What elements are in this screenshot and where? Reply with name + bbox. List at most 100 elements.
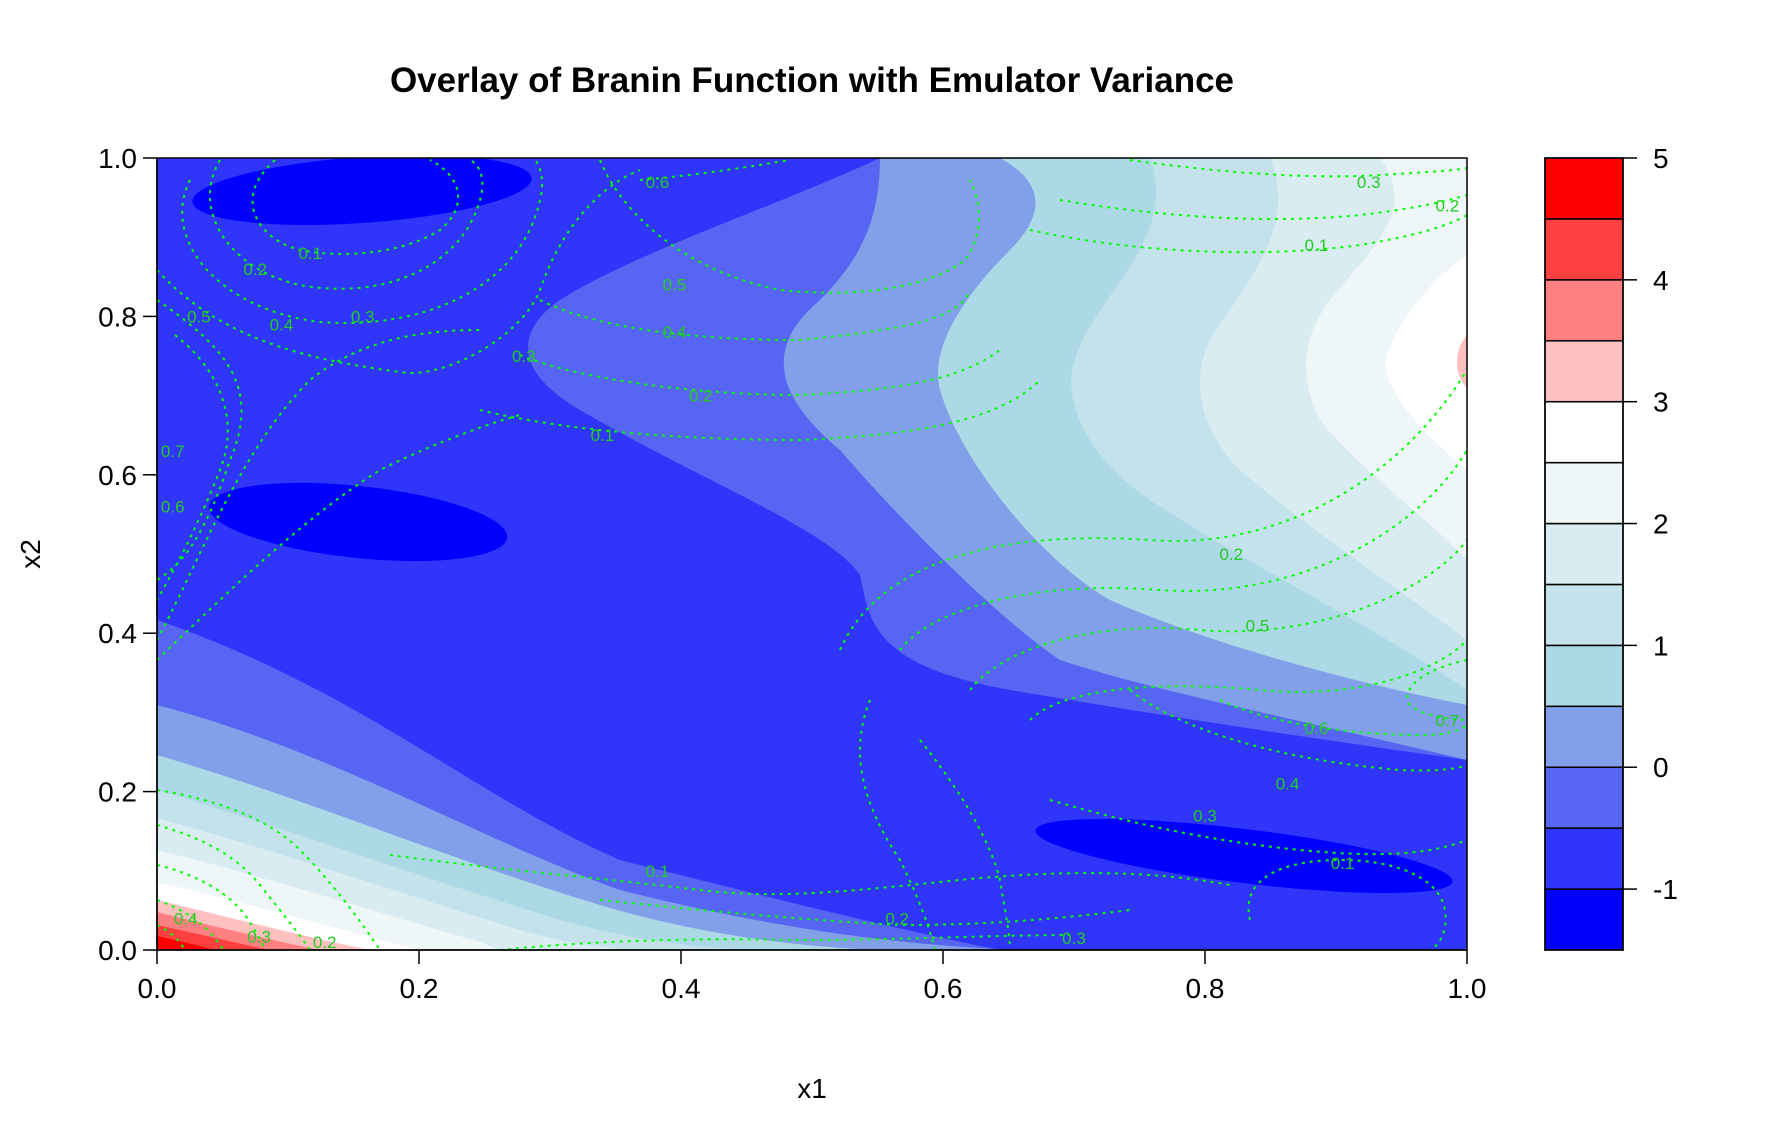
contour-label: 0.1: [646, 862, 670, 881]
contour-label: 0.5: [663, 276, 687, 295]
legend-swatch: [1544, 888, 1624, 951]
contour-label: 0.3: [512, 347, 536, 366]
contour-label: 0.6: [646, 173, 670, 192]
legend-tick-label: 5: [1653, 143, 1669, 174]
legend-tick-label: -1: [1653, 874, 1678, 905]
legend-swatch: [1544, 461, 1624, 525]
contour-label: 0.3: [1357, 173, 1381, 192]
contour-label: 0.1: [591, 426, 615, 445]
contour-label: 0.7: [1436, 711, 1460, 730]
contour-label: 0.1: [298, 244, 322, 263]
contour-fill-band-x-minus1-lower: [1300, 790, 1467, 809]
variance-contour-labels: 0.1 0.2 0.3 0.4 0.5 0.6 0.5 0.4 0.3 0.2 0.1 0.7 0.6 0…: [161, 173, 1460, 952]
x-tick-label: 0.8: [1186, 973, 1225, 1004]
contour-label: 0.3: [351, 307, 375, 326]
legend-swatch: [1544, 705, 1624, 768]
variance-contour-line: [157, 329, 481, 641]
legend-tick-label: 1: [1653, 630, 1669, 661]
legend-swatch: [1544, 644, 1624, 708]
variance-contour-line: [899, 449, 1467, 651]
legend-swatch: [1544, 218, 1624, 281]
x-axis: 0.0 0.2 0.4 0.6 0.8 1.0: [138, 949, 1487, 1004]
variance-contour-line: [919, 739, 1011, 950]
contour-label: 0.4: [270, 315, 294, 334]
contour-label: 0.2: [243, 260, 267, 279]
legend-swatch: [1544, 827, 1624, 890]
y-tick-label: 0.0: [98, 935, 137, 966]
contour-label: 0.6: [1305, 719, 1329, 738]
variance-contour-lines: [157, 159, 1467, 950]
contour-label: 0.2: [313, 933, 337, 952]
contour-label: 0.1: [1331, 854, 1355, 873]
contour-fill-min-middle: [208, 482, 508, 562]
variance-contour-line: [157, 824, 311, 950]
plot-area: 0.1 0.2 0.3 0.4 0.5 0.6 0.5 0.4 0.3 0.2 0.1 0.7 0.6 0…: [157, 158, 1467, 952]
variance-contour-line: [599, 159, 981, 294]
x-tick-label: 0.0: [138, 973, 177, 1004]
y-tick-label: 0.8: [98, 301, 137, 332]
legend-frame: [1544, 157, 1624, 951]
contour-fill-band-lower-left-10: [157, 936, 215, 950]
variance-contour-line: [1059, 194, 1467, 221]
contour-label: 0.2: [689, 387, 713, 406]
y-tick-label: 0.2: [98, 777, 137, 808]
variance-contour-line: [157, 899, 225, 950]
legend-swatch: [1544, 400, 1624, 464]
legend-swatch: [1544, 279, 1624, 342]
contour-label: 0.6: [161, 497, 185, 516]
contour-label: 0.7: [161, 442, 185, 461]
contour-label: 0.5: [187, 307, 211, 326]
contour-fill-min-top: [192, 158, 532, 225]
variance-contour-line: [1406, 659, 1467, 721]
contour-label: 0.2: [1436, 197, 1460, 216]
variance-contour-line: [251, 159, 459, 255]
legend-swatch: [1544, 766, 1624, 829]
variance-contour-line: [1049, 799, 1467, 856]
color-legend: -1 0 1 2 3 4 5: [1544, 143, 1678, 951]
x-tick-label: 1.0: [1448, 973, 1487, 1004]
variance-contour-line: [157, 924, 186, 950]
contour-label: 0.4: [1276, 775, 1300, 794]
legend-swatch: [1544, 157, 1624, 220]
contour-label: 0.3: [1062, 929, 1086, 948]
contour-fill-min-right: [1035, 818, 1453, 894]
contour-label: 0.2: [1219, 545, 1243, 564]
variance-contour-line: [157, 864, 266, 950]
contour-label: 0.5: [1246, 616, 1270, 635]
y-axis-label: x2: [15, 539, 46, 569]
variance-contour-line: [599, 899, 1131, 927]
variance-contour-line: [1129, 689, 1467, 772]
variance-contour-line: [859, 699, 936, 950]
legend-tick-label: 3: [1653, 387, 1669, 418]
y-tick-label: 0.4: [98, 618, 137, 649]
contour-fill-band-right-6: [1385, 255, 1467, 470]
variance-contour-line: [1029, 214, 1467, 254]
legend-tick-label: 0: [1653, 752, 1669, 783]
contour-label: 0.4: [663, 323, 687, 342]
variance-contour-line: [181, 159, 544, 324]
variance-contour-line: [1029, 639, 1467, 721]
variance-contour-line: [539, 289, 971, 342]
x-tick-label: 0.6: [924, 973, 963, 1004]
variance-contour-line: [209, 159, 484, 290]
contour-fill-band-upper-left: [157, 158, 1467, 950]
y-axis: 0.0 0.2 0.4 0.6 0.8 1.0: [98, 143, 158, 966]
x-tick-label: 0.4: [662, 973, 701, 1004]
variance-contour-line: [157, 299, 243, 581]
variance-contour-line: [157, 414, 521, 661]
legend-tick-label: 4: [1653, 265, 1669, 296]
variance-contour-line: [157, 334, 229, 601]
chart-title: Overlay of Branin Function with Emulator…: [390, 61, 1234, 100]
y-tick-label: 0.6: [98, 460, 137, 491]
x-tick-label: 0.2: [400, 973, 439, 1004]
contour-label: 0.3: [247, 928, 271, 947]
variance-contour-line: [479, 379, 1041, 442]
contour-label: 0.1: [1305, 236, 1329, 255]
legend-swatch: [1544, 583, 1624, 647]
variance-contour-line: [389, 854, 1231, 896]
legend-tick-label: 2: [1653, 509, 1669, 540]
contour-label: 0.2: [885, 909, 909, 928]
contour-label: 0.4: [174, 909, 198, 928]
